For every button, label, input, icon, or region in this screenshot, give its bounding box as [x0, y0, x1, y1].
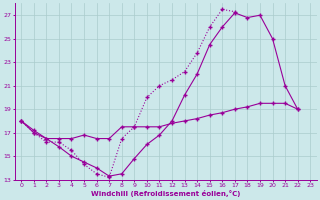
X-axis label: Windchill (Refroidissement éolien,°C): Windchill (Refroidissement éolien,°C): [91, 190, 240, 197]
